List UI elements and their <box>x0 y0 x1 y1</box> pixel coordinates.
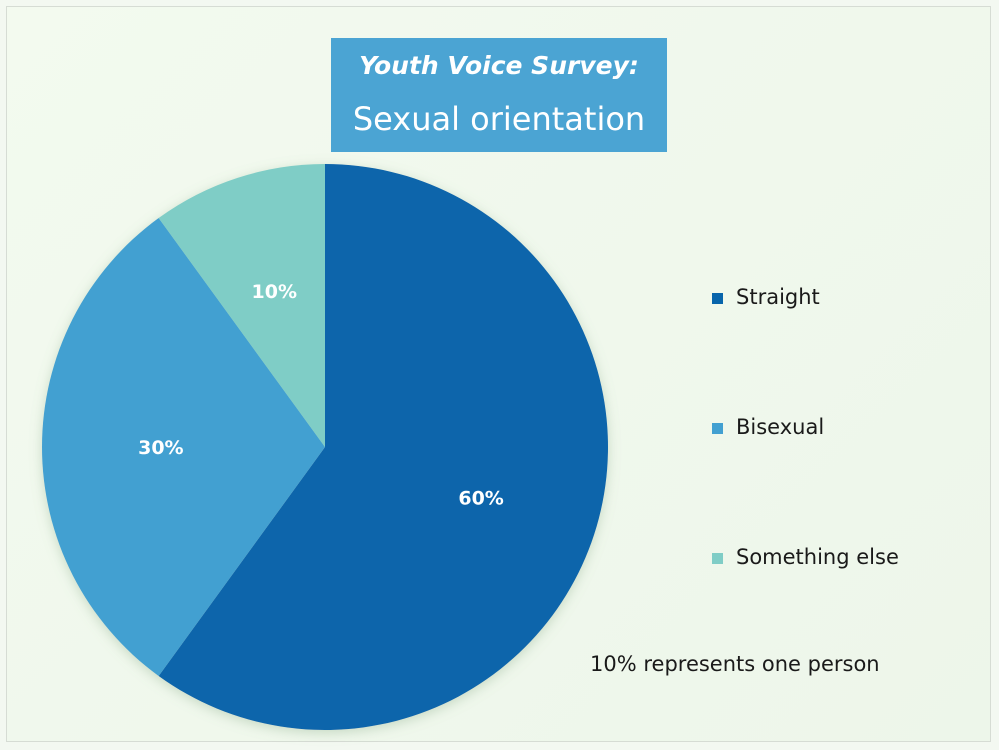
title-box: Youth Voice Survey: Sexual orientation <box>331 38 667 152</box>
footnote-annotation: 10% represents one person <box>590 652 880 676</box>
pie-slices <box>41 164 609 730</box>
pie-slice-straight <box>158 164 609 730</box>
chart-subtitle: Sexual orientation <box>352 100 646 138</box>
legend-swatch-something-else <box>712 553 723 564</box>
pie-slice-something-else <box>158 164 325 447</box>
chart-title: Youth Voice Survey: <box>359 51 639 80</box>
data-label-bisexual: 30% <box>138 437 183 459</box>
data-label-straight: 60% <box>458 488 503 510</box>
pie-slice-bisexual <box>41 218 326 676</box>
pie-slice-labels: 60% 30% 10% <box>138 281 504 510</box>
legend-swatch-straight <box>712 293 723 304</box>
legend-label-something-else: Something else <box>736 545 899 569</box>
legend-swatch-bisexual <box>712 423 723 434</box>
data-label-something-else: 10% <box>252 281 297 303</box>
legend-label-straight: Straight <box>736 285 820 309</box>
legend-label-bisexual: Bisexual <box>736 415 825 439</box>
